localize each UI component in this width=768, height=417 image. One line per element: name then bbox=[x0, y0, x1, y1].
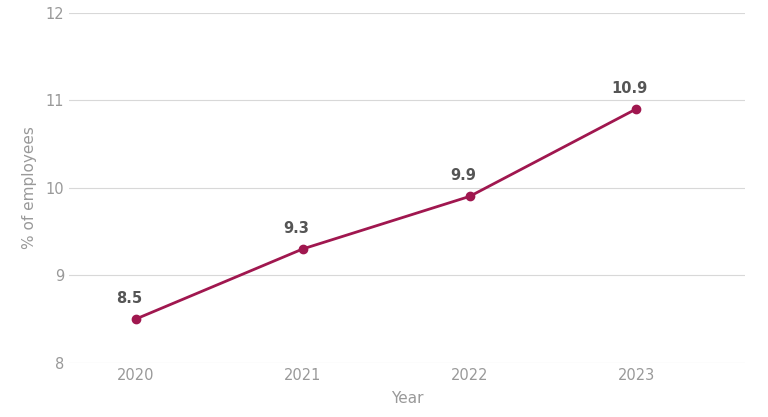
Text: 10.9: 10.9 bbox=[611, 81, 648, 95]
Text: 9.9: 9.9 bbox=[450, 168, 476, 183]
Y-axis label: % of employees: % of employees bbox=[22, 126, 38, 249]
Text: 9.3: 9.3 bbox=[283, 221, 309, 236]
Text: 8.5: 8.5 bbox=[116, 291, 142, 306]
X-axis label: Year: Year bbox=[391, 391, 423, 406]
